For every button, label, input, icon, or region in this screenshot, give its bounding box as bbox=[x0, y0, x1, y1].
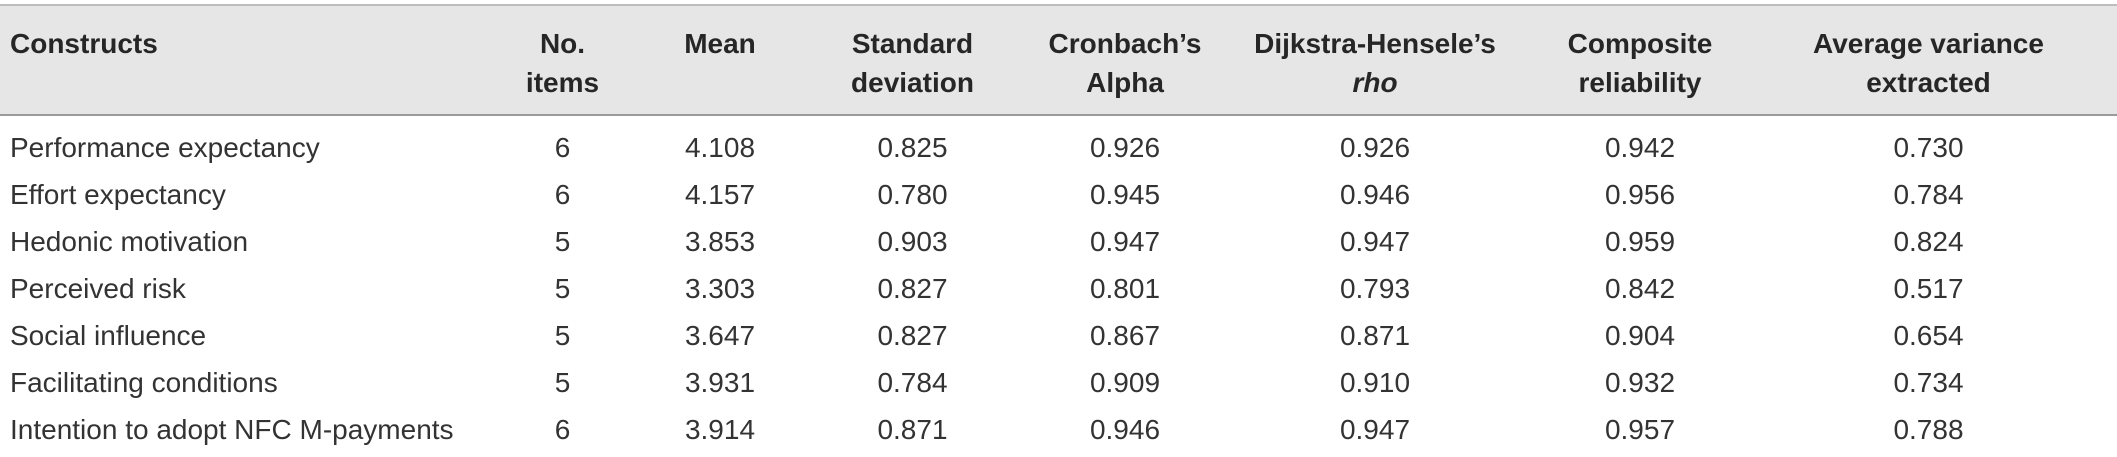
cell-dijkstra-hensele-rho: 0.926 bbox=[1339, 131, 1411, 163]
header-composite-reliability-line2: reliability bbox=[1578, 67, 1702, 98]
header-mean: Mean bbox=[655, 5, 785, 115]
cell-cronbachs-alpha: 0.909 bbox=[1089, 366, 1161, 398]
header-dijkstra-hensele-rho: Dijkstra-Hensele’s rho bbox=[1210, 5, 1540, 115]
cell-cronbachs-alpha: 0.947 bbox=[1089, 225, 1161, 257]
header-cronbachs-alpha-line2: Alpha bbox=[1086, 67, 1164, 98]
cell-no-items: 6 bbox=[554, 413, 571, 445]
cell-average-variance-extracted: 0.824 bbox=[1893, 225, 1964, 257]
header-no-items-line1: No. bbox=[539, 28, 586, 59]
header-cronbachs-alpha-line1: Cronbach’s bbox=[1048, 28, 1202, 59]
table-row: Intention to adopt NFC M-payments 6 3.91… bbox=[0, 406, 2117, 453]
cell-composite-reliability: 0.932 bbox=[1604, 366, 1676, 398]
cell-no-items: 6 bbox=[554, 131, 571, 163]
cell-dijkstra-hensele-rho: 0.793 bbox=[1339, 272, 1411, 304]
header-no-items: No. items bbox=[470, 5, 655, 115]
table-row: Hedonic motivation 5 3.853 0.903 0.947 0… bbox=[0, 218, 2117, 265]
cell-construct: Performance expectancy bbox=[10, 131, 320, 163]
cell-mean: 3.914 bbox=[684, 413, 756, 445]
table-row: Facilitating conditions 5 3.931 0.784 0.… bbox=[0, 359, 2117, 406]
cell-no-items: 5 bbox=[554, 366, 571, 398]
cell-construct: Intention to adopt NFC M-payments bbox=[10, 413, 454, 445]
cell-cronbachs-alpha: 0.867 bbox=[1089, 319, 1161, 351]
table-body: Performance expectancy 6 4.108 0.825 0.9… bbox=[0, 115, 2117, 453]
cell-dijkstra-hensele-rho: 0.871 bbox=[1339, 319, 1411, 351]
cell-construct: Social influence bbox=[10, 319, 207, 351]
cell-average-variance-extracted: 0.654 bbox=[1893, 319, 1964, 351]
cell-average-variance-extracted: 0.730 bbox=[1893, 131, 1964, 163]
table-row: Social influence 5 3.647 0.827 0.867 0.8… bbox=[0, 312, 2117, 359]
cell-dijkstra-hensele-rho: 0.947 bbox=[1339, 413, 1411, 445]
header-mean-line1: Mean bbox=[684, 28, 756, 59]
cell-standard-deviation: 0.825 bbox=[877, 131, 948, 163]
table-row: Perceived risk 5 3.303 0.827 0.801 0.793… bbox=[0, 265, 2117, 312]
cell-composite-reliability: 0.904 bbox=[1604, 319, 1676, 351]
cell-average-variance-extracted: 0.734 bbox=[1893, 366, 1964, 398]
cell-cronbachs-alpha: 0.946 bbox=[1089, 413, 1161, 445]
cell-no-items: 6 bbox=[554, 178, 571, 210]
cell-standard-deviation: 0.871 bbox=[877, 413, 948, 445]
cell-standard-deviation: 0.780 bbox=[877, 178, 948, 210]
table-row: Performance expectancy 6 4.108 0.825 0.9… bbox=[0, 115, 2117, 171]
header-composite-reliability-line1: Composite bbox=[1567, 28, 1713, 59]
cell-dijkstra-hensele-rho: 0.946 bbox=[1339, 178, 1411, 210]
header-composite-reliability: Composite reliability bbox=[1540, 5, 1740, 115]
header-standard-deviation: Standard deviation bbox=[785, 5, 1040, 115]
header-standard-deviation-line2: deviation bbox=[851, 67, 974, 98]
cell-standard-deviation: 0.903 bbox=[877, 225, 948, 257]
header-no-items-line2: items bbox=[525, 67, 600, 98]
cell-average-variance-extracted: 0.517 bbox=[1893, 272, 1964, 304]
cell-construct: Facilitating conditions bbox=[10, 366, 278, 398]
cell-composite-reliability: 0.957 bbox=[1604, 413, 1676, 445]
cell-dijkstra-hensele-rho: 0.910 bbox=[1339, 366, 1411, 398]
cell-cronbachs-alpha: 0.801 bbox=[1089, 272, 1161, 304]
header-row: Constructs No. items Mean Standard devia… bbox=[0, 5, 2117, 115]
cell-average-variance-extracted: 0.784 bbox=[1893, 178, 1964, 210]
header-average-variance-extracted: Average variance extracted bbox=[1740, 5, 2117, 115]
cell-mean: 3.303 bbox=[684, 272, 756, 304]
cell-mean: 3.647 bbox=[684, 319, 756, 351]
construct-reliability-table: Constructs No. items Mean Standard devia… bbox=[0, 4, 2117, 453]
header-average-variance-extracted-line2: extracted bbox=[1866, 67, 1991, 98]
header-average-variance-extracted-line1: Average variance bbox=[1813, 28, 2044, 59]
cell-no-items: 5 bbox=[554, 319, 571, 351]
cell-mean: 3.931 bbox=[684, 366, 756, 398]
cell-average-variance-extracted: 0.788 bbox=[1893, 413, 1964, 445]
cell-cronbachs-alpha: 0.945 bbox=[1089, 178, 1161, 210]
cell-composite-reliability: 0.956 bbox=[1604, 178, 1676, 210]
header-standard-deviation-line1: Standard bbox=[851, 28, 974, 59]
cell-no-items: 5 bbox=[554, 225, 571, 257]
cell-composite-reliability: 0.942 bbox=[1604, 131, 1676, 163]
cell-composite-reliability: 0.842 bbox=[1604, 272, 1676, 304]
header-constructs: Constructs bbox=[0, 5, 470, 115]
header-cronbachs-alpha: Cronbach’s Alpha bbox=[1040, 5, 1210, 115]
cell-construct: Hedonic motivation bbox=[10, 225, 249, 257]
header-constructs-line1: Constructs bbox=[10, 28, 158, 59]
cell-standard-deviation: 0.827 bbox=[877, 272, 948, 304]
cell-standard-deviation: 0.827 bbox=[877, 319, 948, 351]
header-dijkstra-hensele-rho-line1: Dijkstra-Hensele’s bbox=[1254, 28, 1496, 59]
cell-mean: 4.108 bbox=[684, 131, 756, 163]
cell-mean: 3.853 bbox=[684, 225, 756, 257]
cell-construct: Effort expectancy bbox=[10, 178, 226, 210]
header-dijkstra-hensele-rho-line2: rho bbox=[1352, 67, 1398, 98]
cell-no-items: 5 bbox=[554, 272, 571, 304]
cell-construct: Perceived risk bbox=[10, 272, 186, 304]
cell-dijkstra-hensele-rho: 0.947 bbox=[1339, 225, 1411, 257]
cell-composite-reliability: 0.959 bbox=[1604, 225, 1676, 257]
cell-standard-deviation: 0.784 bbox=[877, 366, 948, 398]
table-row: Effort expectancy 6 4.157 0.780 0.945 0.… bbox=[0, 171, 2117, 218]
cell-mean: 4.157 bbox=[684, 178, 756, 210]
table-header: Constructs No. items Mean Standard devia… bbox=[0, 5, 2117, 115]
cell-cronbachs-alpha: 0.926 bbox=[1089, 131, 1161, 163]
